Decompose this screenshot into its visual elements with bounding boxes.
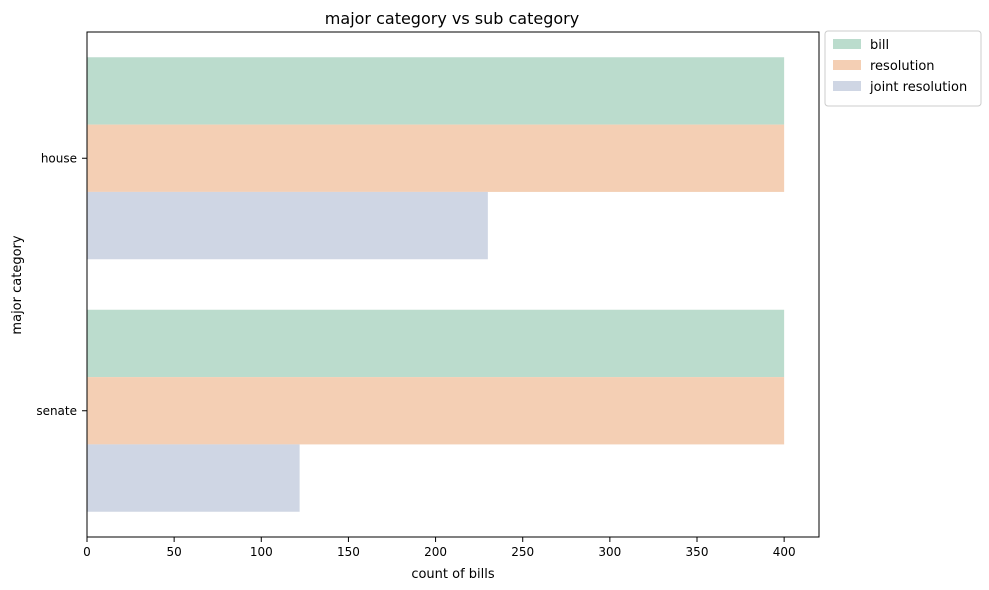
x-tick-label: 50: [167, 545, 182, 559]
x-tick-label: 100: [250, 545, 273, 559]
x-tick-label: 400: [773, 545, 796, 559]
legend-label-bill: bill: [870, 38, 889, 53]
y-tick-label: house: [41, 151, 77, 165]
y-axis-label: major category: [10, 235, 25, 334]
x-tick-label: 0: [83, 545, 91, 559]
x-tick-label: 150: [337, 545, 360, 559]
x-tick-label: 250: [511, 545, 534, 559]
y-tick-label: senate: [36, 404, 77, 418]
bar-resolution-senate: [87, 377, 785, 445]
legend-swatch-bill: [833, 39, 861, 49]
bar-bill-house: [87, 57, 785, 125]
bar-resolution-house: [87, 124, 785, 192]
bar-joint-resolution-senate: [87, 444, 300, 512]
y-axis: house senate: [36, 151, 87, 418]
x-tick-label: 300: [598, 545, 621, 559]
bars-group: [87, 57, 785, 512]
x-axis-label: count of bills: [411, 567, 495, 582]
legend-swatch-joint-resolution: [833, 81, 861, 91]
bar-bill-senate: [87, 309, 785, 378]
x-axis: 0 50 100 150 200 250 300 350 400: [83, 537, 796, 559]
legend: bill resolution joint resolution: [824, 30, 982, 107]
legend-label-joint-resolution: joint resolution: [869, 80, 967, 95]
legend-swatch-resolution: [833, 60, 861, 70]
legend-label-resolution: resolution: [870, 59, 935, 74]
plot-frame: [86, 31, 820, 538]
chart-title: major category vs sub category: [325, 9, 579, 28]
x-tick-label: 200: [424, 545, 447, 559]
bar-joint-resolution-house: [87, 191, 488, 260]
x-tick-label: 350: [686, 545, 709, 559]
legend-frame: [824, 30, 982, 107]
